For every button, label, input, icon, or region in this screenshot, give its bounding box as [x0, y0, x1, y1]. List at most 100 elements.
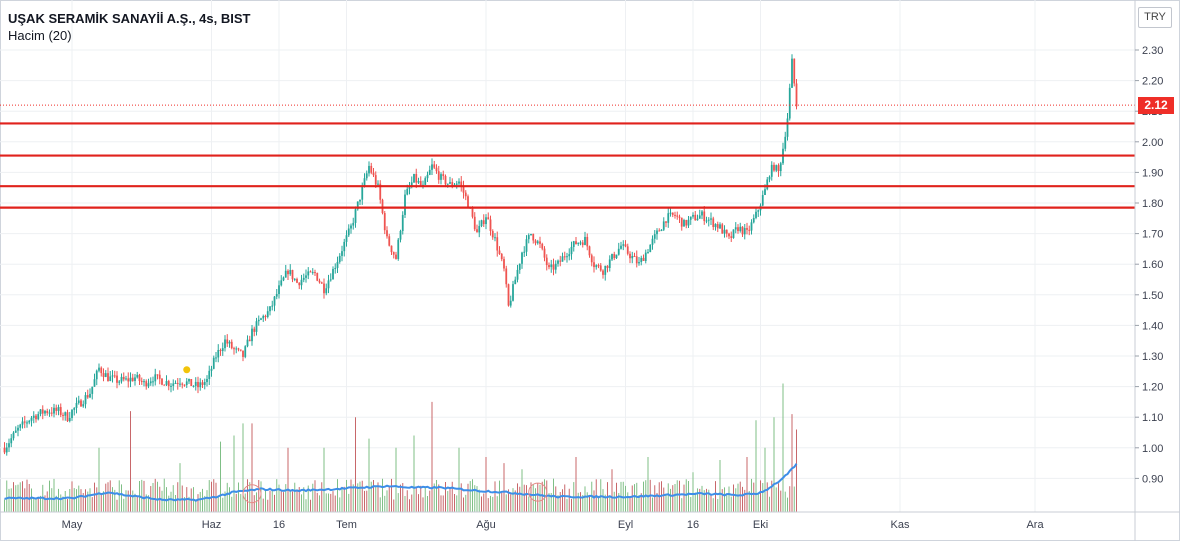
- time-tick-label: Kas: [891, 519, 910, 531]
- candle-body: [503, 259, 505, 269]
- candle-body: [451, 182, 454, 186]
- candle-body: [212, 357, 215, 369]
- candle-body: [748, 229, 751, 231]
- candle-body: [687, 219, 690, 226]
- candle-body: [30, 417, 33, 421]
- candle-body: [449, 182, 451, 184]
- candle-body: [381, 199, 384, 214]
- candle-body: [235, 348, 238, 350]
- candle-body: [498, 250, 501, 254]
- candle-body: [566, 256, 568, 258]
- candle-body: [354, 209, 357, 223]
- currency-button[interactable]: TRY: [1138, 7, 1172, 28]
- candle-body: [543, 248, 546, 258]
- candle-body: [170, 385, 172, 387]
- candle-body: [444, 176, 447, 185]
- candle-body: [705, 220, 708, 222]
- candle-body: [442, 174, 445, 177]
- candle-body: [221, 348, 224, 352]
- candle-body: [307, 271, 310, 276]
- candle-body: [379, 183, 382, 200]
- candle-body: [100, 367, 103, 374]
- last-price-tag: 2.12: [1138, 97, 1174, 114]
- candle-body: [734, 227, 737, 230]
- candle-body: [44, 410, 46, 414]
- candle-body: [746, 228, 748, 230]
- candle-body: [314, 272, 316, 274]
- price-tick-label: 2.20: [1142, 76, 1163, 88]
- candle-body: [723, 229, 726, 234]
- candle-body: [534, 240, 537, 244]
- candle-body: [66, 412, 69, 422]
- candle-body: [59, 407, 62, 415]
- candle-body: [658, 230, 661, 232]
- candle-body: [415, 173, 418, 183]
- candle-body: [764, 189, 766, 196]
- candle-body: [341, 251, 343, 256]
- candle-body: [617, 248, 620, 255]
- candle-body: [242, 350, 244, 357]
- candle-body: [669, 212, 672, 214]
- candle-body: [143, 381, 145, 383]
- candle-body: [230, 341, 233, 349]
- candle-body: [568, 254, 571, 257]
- candle-body: [584, 236, 586, 245]
- candle-body: [755, 211, 757, 218]
- candle-body: [237, 348, 240, 350]
- candle-body: [413, 173, 415, 183]
- candle-body: [397, 239, 400, 259]
- candle-body: [548, 265, 550, 268]
- candle-body: [557, 260, 559, 264]
- candle-body: [116, 375, 118, 383]
- time-tick-label: Haz: [202, 519, 222, 531]
- candle-body: [50, 412, 53, 414]
- candle-body: [302, 277, 305, 280]
- candle-body: [676, 215, 679, 217]
- candle-body: [111, 375, 114, 377]
- time-tick-label: 16: [273, 519, 285, 531]
- candle-body: [739, 226, 742, 232]
- candle-body: [68, 418, 71, 422]
- candle-body: [770, 164, 773, 177]
- candle-body: [131, 377, 134, 381]
- horizontal-levels[interactable]: [0, 104, 1135, 209]
- candle-body: [280, 280, 283, 286]
- candle-body: [795, 83, 798, 107]
- candle-body: [293, 278, 296, 280]
- candle-body: [570, 246, 573, 255]
- candle-body: [300, 279, 303, 286]
- event-marker-icon: [242, 484, 262, 504]
- time-tick-label: Ara: [1026, 519, 1044, 531]
- candle-body: [730, 236, 733, 238]
- candle-body: [176, 382, 179, 384]
- candle-body: [48, 412, 51, 414]
- candle-body: [588, 246, 591, 256]
- candle-body: [703, 211, 706, 222]
- candle-body: [46, 410, 49, 414]
- candle-body: [642, 257, 645, 262]
- candle-body: [541, 243, 544, 249]
- highlight-dot: [183, 366, 191, 374]
- candle-body: [23, 421, 26, 423]
- time-tick-label: May: [62, 519, 83, 531]
- candle-body: [521, 252, 523, 264]
- candle-body: [282, 277, 285, 281]
- candles: [3, 54, 798, 456]
- price-tick-label: 1.70: [1142, 229, 1163, 241]
- candle-body: [62, 414, 64, 416]
- candle-body: [752, 217, 755, 223]
- candle-body: [586, 236, 589, 247]
- price-tick-label: 1.30: [1142, 351, 1163, 363]
- candle-body: [55, 407, 58, 411]
- candle-body: [224, 339, 226, 349]
- candle-body: [761, 195, 764, 206]
- candle-body: [109, 376, 112, 381]
- time-tick-label: Eki: [753, 519, 768, 531]
- candle-body: [665, 221, 667, 223]
- candle-body: [291, 269, 294, 280]
- candle-body: [257, 319, 260, 322]
- candle-body: [246, 339, 249, 347]
- candle-body: [671, 212, 674, 215]
